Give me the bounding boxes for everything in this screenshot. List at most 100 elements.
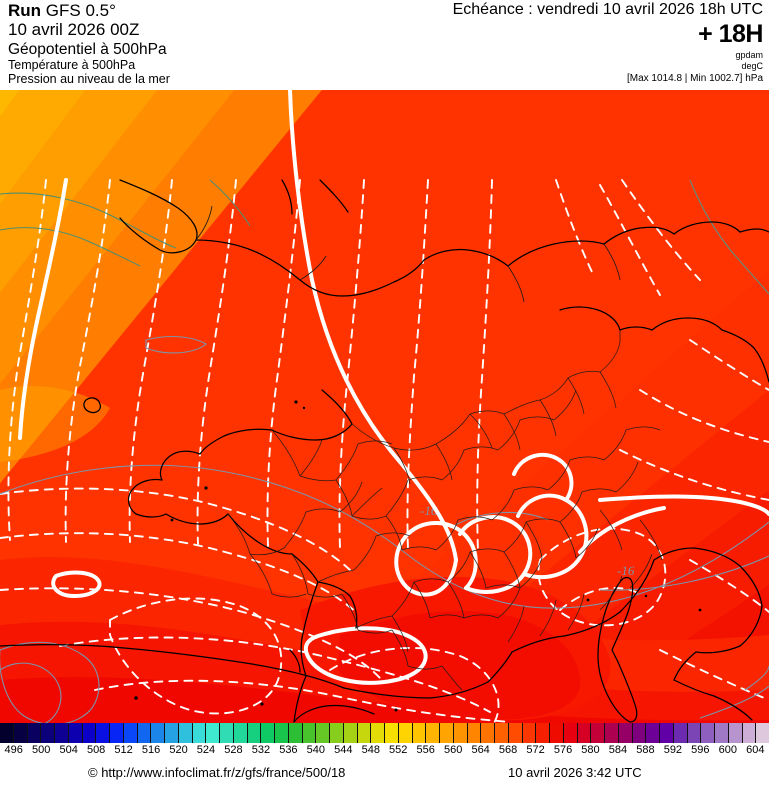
run-model-label: Run GFS 0.5°	[8, 1, 116, 21]
color-swatch	[440, 723, 454, 743]
color-scale-tick-label: 520	[169, 744, 188, 756]
color-swatch	[206, 723, 220, 743]
color-scale-tick-label: 584	[608, 744, 628, 756]
color-swatch	[68, 723, 83, 743]
color-swatch	[536, 723, 550, 743]
color-swatch	[302, 723, 317, 743]
color-swatch	[715, 723, 729, 743]
color-swatch	[13, 723, 28, 743]
color-scale-bar[interactable]	[0, 723, 769, 743]
small-islands	[134, 400, 702, 712]
source-url[interactable]: © http://www.infoclimat.fr/z/gfs/france/…	[88, 765, 346, 780]
color-scale-tick-label: 556	[416, 744, 435, 756]
color-swatch	[646, 723, 660, 743]
generation-timestamp: 10 avril 2026 3:42 UTC	[508, 765, 642, 780]
pressure-minmax-label: [Max 1014.8 | Min 1002.7] hPa	[626, 73, 763, 84]
color-scale-tick-label: 560	[443, 744, 463, 756]
color-scale-tick-label: 544	[334, 744, 353, 756]
color-swatch	[55, 723, 69, 743]
color-swatch	[756, 723, 769, 743]
color-swatch	[110, 723, 124, 743]
color-swatch	[522, 723, 537, 743]
color-swatch	[550, 723, 564, 743]
geopotential-isohypses	[18, 90, 769, 685]
color-scale-tick-label: 548	[361, 744, 380, 756]
valid-time-label: Echéance : vendredi 10 avril 2026 18h UT…	[452, 1, 763, 18]
color-swatch	[247, 723, 262, 743]
color-swatch	[316, 723, 330, 743]
coastline	[0, 179, 769, 723]
color-scale-tick-label: 592	[663, 744, 683, 756]
temperature-contour-label: -16	[617, 563, 635, 578]
color-scale-tick-label: 596	[691, 744, 710, 756]
color-scale-tick-label: 528	[224, 744, 243, 756]
color-swatch	[261, 723, 275, 743]
field-geopotential-label: Géopotentiel à 500hPa	[8, 41, 167, 58]
color-swatch	[96, 723, 110, 743]
color-swatch	[371, 723, 385, 743]
color-swatch	[687, 723, 702, 743]
run-date: 10 avril 2026 00Z	[8, 20, 140, 39]
color-scale-ticks: 496 500 504 508 512 516 520 524 528 532 536 540 544 5…	[0, 744, 769, 760]
color-swatch	[618, 723, 633, 743]
color-swatch	[467, 723, 482, 743]
color-scale-tick-label: 512	[114, 744, 133, 756]
run-model: GFS 0.5°	[41, 1, 116, 20]
color-swatch	[165, 723, 179, 743]
color-scale-tick-label: 600	[718, 744, 737, 756]
field-temperature-label: Température à 500hPa	[8, 58, 136, 72]
color-swatch	[233, 723, 248, 743]
color-swatch	[673, 723, 688, 743]
unit-geopotential-label: gpdam	[735, 50, 763, 60]
unit-temperature-label: degC	[741, 61, 763, 71]
color-swatch	[343, 723, 358, 743]
color-swatch	[701, 723, 715, 743]
color-swatch	[632, 723, 647, 743]
color-swatch	[0, 723, 14, 743]
color-swatch	[398, 723, 413, 743]
color-swatch	[151, 723, 165, 743]
color-scale-tick-label: 504	[59, 744, 78, 756]
color-scale-tick-label: 524	[196, 744, 216, 756]
color-swatch	[728, 723, 743, 743]
color-swatch	[192, 723, 207, 743]
color-scale-tick-label: 552	[389, 744, 408, 756]
color-swatch	[605, 723, 619, 743]
color-scale-tick-label: 564	[471, 744, 490, 756]
color-swatch	[453, 723, 468, 743]
color-swatch	[137, 723, 152, 743]
color-swatch	[220, 723, 234, 743]
department-borders	[227, 330, 663, 691]
color-scale-tick-label: 604	[746, 744, 765, 756]
color-swatch	[275, 723, 289, 743]
color-scale-tick-label: 536	[279, 744, 298, 756]
color-swatch	[481, 723, 495, 743]
color-swatch	[577, 723, 592, 743]
color-scale-tick-label: 572	[526, 744, 545, 756]
color-scale-tick-label: 496	[4, 744, 23, 756]
color-swatch	[563, 723, 578, 743]
footer: © http://www.infoclimat.fr/z/gfs/france/…	[0, 762, 769, 786]
color-swatch	[385, 723, 399, 743]
color-swatch	[27, 723, 42, 743]
geopotential-bands	[0, 90, 769, 723]
color-scale-tick-label: 576	[553, 744, 573, 756]
color-swatch	[412, 723, 427, 743]
map-canvas[interactable]: -16 -16	[0, 90, 769, 723]
color-swatch	[591, 723, 605, 743]
color-swatch	[82, 723, 97, 743]
color-swatch	[123, 723, 138, 743]
header: Run GFS 0.5° 10 avril 2026 00Z Géopotent…	[0, 0, 769, 90]
color-swatch	[742, 723, 757, 743]
mslp-isobars	[0, 179, 769, 723]
color-swatch	[178, 723, 193, 743]
color-swatch	[660, 723, 674, 743]
map-svg: -16 -16	[0, 90, 769, 723]
color-scale-tick-label: 532	[251, 744, 271, 756]
color-scale-tick-label: 580	[581, 744, 600, 756]
color-swatch	[357, 723, 372, 743]
lead-time-label: + 18H	[698, 20, 763, 48]
color-scale-tick-label: 588	[636, 744, 655, 756]
field-pressure-label: Pression au niveau de la mer	[8, 72, 170, 86]
